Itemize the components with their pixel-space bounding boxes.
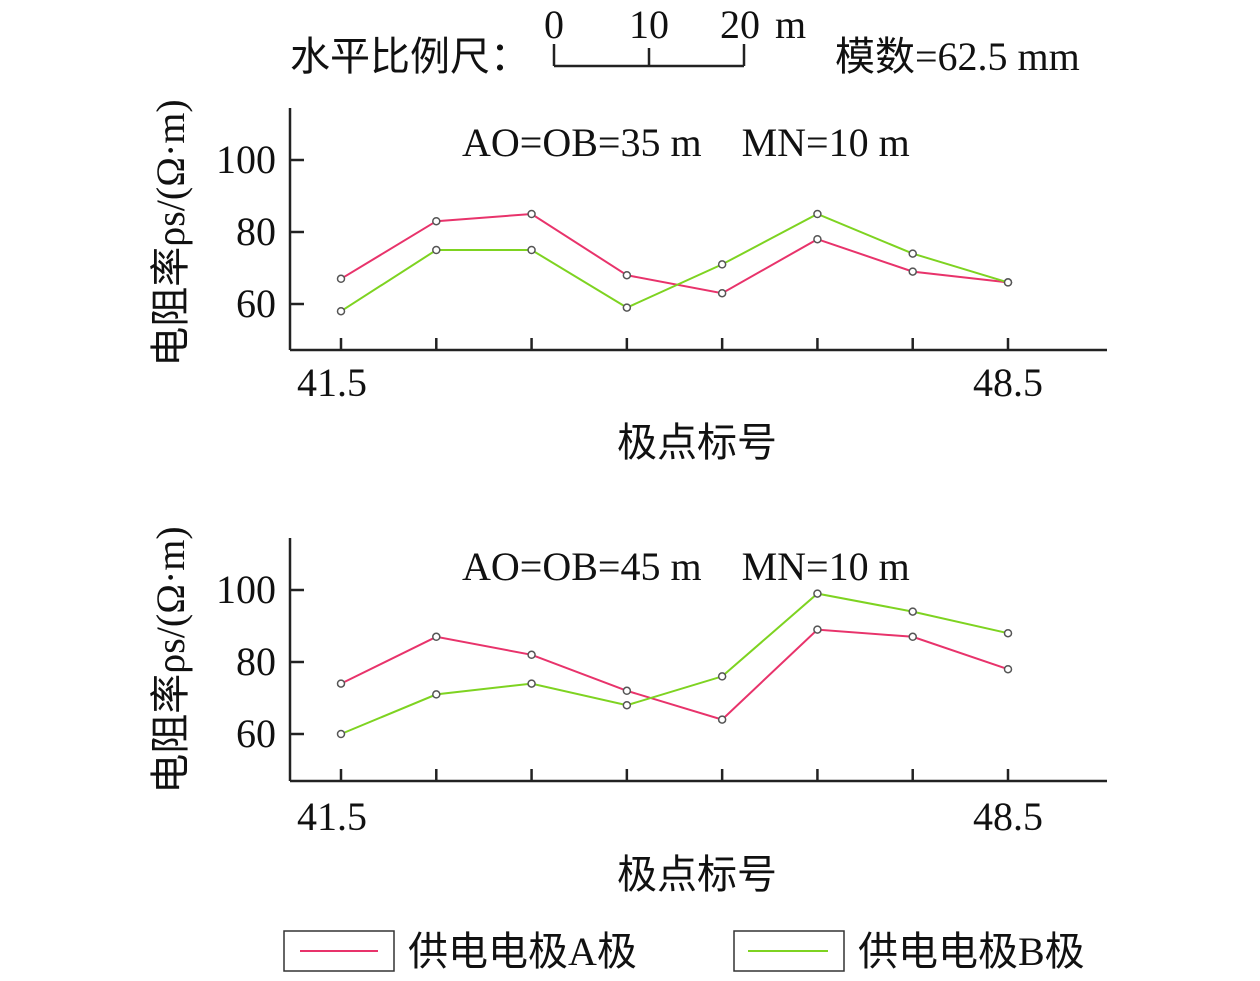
modulus-label: 模数=62.5 mm bbox=[835, 34, 1080, 79]
legend: 供电电极A极 供电电极B极 bbox=[283, 929, 1085, 974]
panel-2-series-b-point-3 bbox=[622, 700, 632, 710]
chart-panel-2: 60 80 100 AO=OB=45 m MN=10 m 41.5 48.5 极点标… bbox=[148, 526, 1107, 897]
panel-2-series-a-point-1 bbox=[432, 632, 441, 642]
legend-label-a: 供电电极A极 bbox=[408, 929, 637, 974]
panel-1-series-a-point-6 bbox=[908, 267, 917, 276]
scale-tick-label-10: 10 bbox=[629, 2, 669, 47]
panel-2-ytick-label-60: 60 bbox=[236, 711, 276, 756]
panel-1-x-ticks bbox=[339, 338, 1010, 350]
panel-2-series-b-line bbox=[340, 592, 1009, 735]
panel-2-xtick-label-first: 41.5 bbox=[297, 794, 367, 839]
panel-2-series-a-point-3 bbox=[622, 686, 632, 696]
panel-1-series-b-point-3 bbox=[622, 303, 632, 312]
panel-1-ytick-label-100: 100 bbox=[216, 137, 276, 182]
scale-label: 水平比例尺： bbox=[290, 34, 530, 79]
chart-panel-1: 60 80 100 AO=OB=35 m MN=10 m 41.5 48.5 极点标… bbox=[148, 99, 1107, 465]
scale-tick-label-0: 0 bbox=[544, 2, 564, 47]
panel-2-ytick-label-80: 80 bbox=[236, 639, 276, 684]
panel-1-series-a-point-3 bbox=[622, 270, 632, 280]
panel-2-xtick-label-last: 48.5 bbox=[973, 794, 1043, 839]
legend-label-b: 供电电极B极 bbox=[858, 929, 1085, 974]
panel-1-xtick-label-last: 48.5 bbox=[973, 360, 1043, 405]
panel-2-series-b-point-1 bbox=[432, 690, 441, 699]
panel-2-series-a-point-6 bbox=[908, 632, 917, 642]
panel-1-series-a-line bbox=[340, 212, 1009, 295]
scale-header: 水平比例尺： 0 10 20 m 模数=62.5 mm bbox=[290, 2, 1080, 79]
panel-2-y-axis-label: 电阻率ρs/(Ω·m) bbox=[148, 526, 193, 793]
panel-1-axes bbox=[288, 108, 1107, 352]
panel-2-series-a-point-7 bbox=[1003, 664, 1013, 674]
scale-tick-label-20: 20 bbox=[720, 2, 760, 47]
panel-1-series-b-point-1 bbox=[432, 245, 441, 255]
panel-2-x-ticks bbox=[339, 769, 1010, 781]
panel-1-y-ticks: 60 80 100 bbox=[216, 137, 304, 326]
legend-item-a: 供电电极A极 bbox=[283, 929, 637, 974]
panel-1-series-b-point-7 bbox=[1003, 278, 1013, 287]
panel-2-series-a-point-2 bbox=[527, 650, 536, 660]
panel-1-xtick-label-first: 41.5 bbox=[297, 360, 367, 405]
panel-2-x-axis-label: 极点标号 bbox=[617, 852, 777, 897]
panel-2-annotation: AO=OB=45 m MN=10 m bbox=[462, 544, 910, 589]
panel-2-series-b-point-6 bbox=[908, 607, 917, 616]
panel-1-x-axis-label: 极点标号 bbox=[617, 420, 777, 465]
legend-item-b: 供电电极B极 bbox=[733, 929, 1085, 974]
panel-2-series-b-point-7 bbox=[1003, 628, 1013, 638]
panel-2-series-b-point-2 bbox=[527, 679, 536, 688]
panel-2-ytick-label-100: 100 bbox=[216, 567, 276, 612]
panel-1-ytick-label-80: 80 bbox=[236, 209, 276, 254]
panel-1-series-a-point-5 bbox=[813, 234, 822, 244]
scale-bar bbox=[552, 44, 746, 68]
panel-1-series-a-point-2 bbox=[527, 209, 536, 219]
panel-2-series-b-point-5 bbox=[813, 589, 822, 598]
panel-1-ytick-label-60: 60 bbox=[236, 281, 276, 326]
panel-1-series-b-point-6 bbox=[908, 249, 917, 258]
panel-1-series-b-point-5 bbox=[813, 209, 822, 219]
panel-1-y-axis-label: 电阻率ρs/(Ω·m) bbox=[148, 99, 193, 366]
panel-2-series-b-point-4 bbox=[717, 672, 727, 681]
panel-2-series-a-point-4 bbox=[717, 715, 727, 724]
panel-2-series-b-point-0 bbox=[336, 729, 346, 739]
panel-1-series-b-point-0 bbox=[336, 306, 346, 316]
panel-2-series bbox=[336, 589, 1013, 739]
panel-2-series-a-point-5 bbox=[813, 625, 822, 634]
panel-2-series-a-line bbox=[340, 628, 1009, 721]
panel-1-annotation: AO=OB=35 m MN=10 m bbox=[462, 120, 910, 165]
panel-2-series-a-point-0 bbox=[336, 679, 346, 688]
panel-1-series-b-point-4 bbox=[717, 260, 727, 269]
panel-1-series bbox=[336, 209, 1013, 316]
scale-unit: m bbox=[775, 2, 806, 47]
panel-1-series-a-point-1 bbox=[432, 216, 441, 226]
panel-2-y-ticks: 60 80 100 bbox=[216, 567, 304, 756]
panel-2-axes bbox=[288, 538, 1107, 783]
panel-1-series-b-line bbox=[340, 212, 1009, 313]
panel-1-series-b-point-2 bbox=[527, 245, 536, 255]
panel-1-series-a-point-0 bbox=[336, 274, 346, 284]
panel-1-series-a-point-4 bbox=[717, 288, 727, 298]
